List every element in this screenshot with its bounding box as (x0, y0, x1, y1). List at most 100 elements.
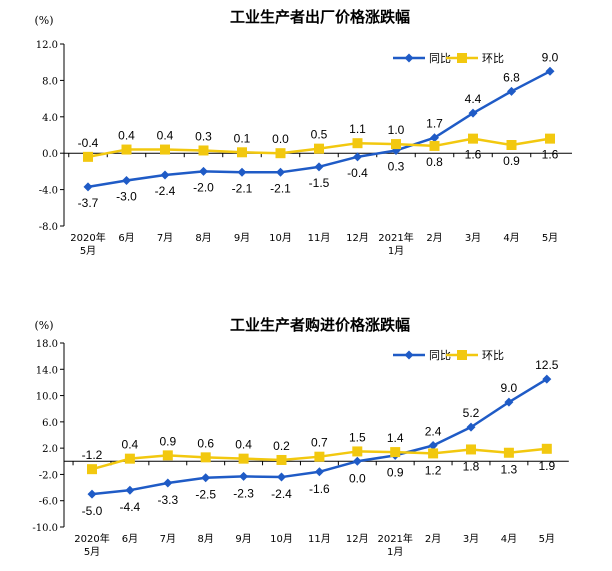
data-label-mom: 1.0 (388, 123, 405, 137)
point-yoy (507, 86, 516, 96)
y-tick-label: 18.0 (36, 339, 58, 350)
legend-label-mom: 环比 (482, 349, 504, 362)
point-mom (198, 145, 209, 156)
x-tick-label: 5月 (84, 546, 100, 558)
y-tick-label: -6.0 (39, 497, 58, 508)
x-tick-label: 7月 (157, 232, 173, 244)
point-yoy (314, 467, 324, 477)
data-label-yoy: 5.2 (463, 406, 480, 420)
data-label-yoy: -2.1 (232, 181, 253, 195)
point-yoy (504, 397, 514, 407)
point-mom (162, 450, 173, 461)
point-mom (314, 143, 324, 154)
data-label-mom: 0.0 (272, 132, 289, 146)
chart-1: 工业生产者出厂价格涨跌幅 (%) 12.0 8.0 4.0 0.0 -4.0 -8.0 2020… (34, 8, 572, 257)
data-label-yoy: -5.0 (82, 504, 103, 518)
y-tick-label: 10.0 (36, 392, 58, 403)
y-tick-label: 2.0 (42, 444, 58, 455)
data-label-mom: 0.6 (197, 436, 214, 450)
x-tick-label: 2020年 (70, 231, 105, 244)
point-mom (429, 140, 440, 151)
y-tick-label: -8.0 (39, 222, 58, 233)
point-mom (503, 447, 514, 458)
data-label-yoy: -1.6 (309, 482, 330, 496)
point-mom (390, 447, 401, 458)
x-tick-label: 9月 (234, 232, 250, 244)
data-label-yoy: -2.4 (155, 184, 176, 198)
data-label-yoy: 0.3 (388, 159, 405, 173)
point-yoy (87, 489, 97, 499)
point-mom (124, 453, 135, 464)
x-tick-label: 7月 (160, 533, 176, 545)
data-label-yoy: 0.9 (387, 465, 404, 479)
legend-marker-yoy (404, 350, 414, 360)
x-tick-label: 3月 (463, 533, 479, 545)
y-tick-label: 12.0 (36, 40, 58, 51)
data-label-mom: -1.2 (82, 448, 103, 462)
data-label-mom: 0.3 (195, 129, 212, 143)
data-label-mom: 1.1 (349, 122, 366, 136)
point-mom (275, 148, 286, 159)
x-tick-label: 10月 (270, 533, 293, 545)
point-mom (121, 144, 132, 155)
point-yoy (466, 422, 476, 432)
y-tick-label: -10.0 (32, 523, 58, 534)
y-unit-label: (%) (34, 319, 53, 332)
point-mom (466, 444, 476, 455)
data-label-yoy: -2.3 (233, 486, 254, 500)
x-tick-label: 2021年 (378, 231, 413, 244)
point-yoy (352, 456, 362, 466)
x-tick-label: 6月 (118, 232, 134, 244)
x-tick-label: 4月 (501, 533, 517, 545)
chart-2: 工业生产者购进价格涨跌幅 (%) 18.0 14.0 10.0 6.0 2.0 -2.0 -6.… (32, 316, 569, 558)
y-tick-label: 8.0 (42, 76, 58, 87)
data-label-yoy: 0.0 (349, 471, 366, 485)
data-label-mom: 0.4 (122, 438, 139, 452)
x-tick-label: 8月 (198, 533, 214, 545)
point-yoy (163, 478, 173, 488)
y-unit-label: (%) (34, 14, 53, 27)
point-mom (352, 138, 363, 149)
chart-title: 工业生产者出厂价格涨跌幅 (230, 8, 410, 26)
point-yoy (199, 166, 208, 176)
x-tick-label: 6月 (122, 533, 138, 545)
x-tick-label: 5月 (539, 533, 555, 545)
point-yoy (430, 133, 439, 143)
point-yoy (276, 167, 285, 177)
legend-marker-mom (457, 53, 467, 63)
point-mom (200, 452, 211, 463)
legend-marker-mom (457, 350, 467, 360)
x-tick-label: 10月 (269, 232, 292, 244)
point-yoy (542, 374, 552, 384)
data-label-mom: 0.5 (311, 128, 328, 142)
point-mom (237, 147, 247, 158)
point-yoy (83, 182, 93, 192)
legend-marker-yoy (404, 53, 414, 63)
point-yoy (160, 170, 170, 180)
x-tick-label: 1月 (388, 245, 404, 257)
point-mom (545, 133, 555, 144)
data-label-mom: -0.4 (78, 136, 99, 150)
x-tick-label: 5月 (80, 245, 96, 257)
point-mom (468, 133, 478, 144)
point-yoy (277, 472, 286, 482)
data-label-yoy: -0.4 (347, 166, 368, 180)
y-tick-label: 14.0 (36, 365, 58, 376)
x-tick-label: 8月 (195, 232, 211, 244)
y-tick-label: 0.0 (42, 149, 58, 160)
point-yoy (468, 108, 478, 118)
point-yoy (545, 66, 555, 76)
point-mom (87, 464, 97, 475)
data-label-yoy: 9.0 (542, 50, 559, 64)
x-tick-label: 11月 (308, 232, 331, 244)
data-label-mom: 0.1 (234, 131, 251, 145)
x-tick-label: 2月 (425, 533, 441, 545)
data-label-yoy: 12.5 (535, 358, 559, 372)
point-yoy (122, 176, 131, 185)
data-label-mom: 0.4 (235, 438, 252, 452)
data-label-yoy: -1.5 (309, 176, 330, 190)
point-mom (238, 453, 249, 464)
chart-title: 工业生产者购进价格涨跌幅 (230, 316, 410, 334)
point-yoy (314, 162, 324, 172)
